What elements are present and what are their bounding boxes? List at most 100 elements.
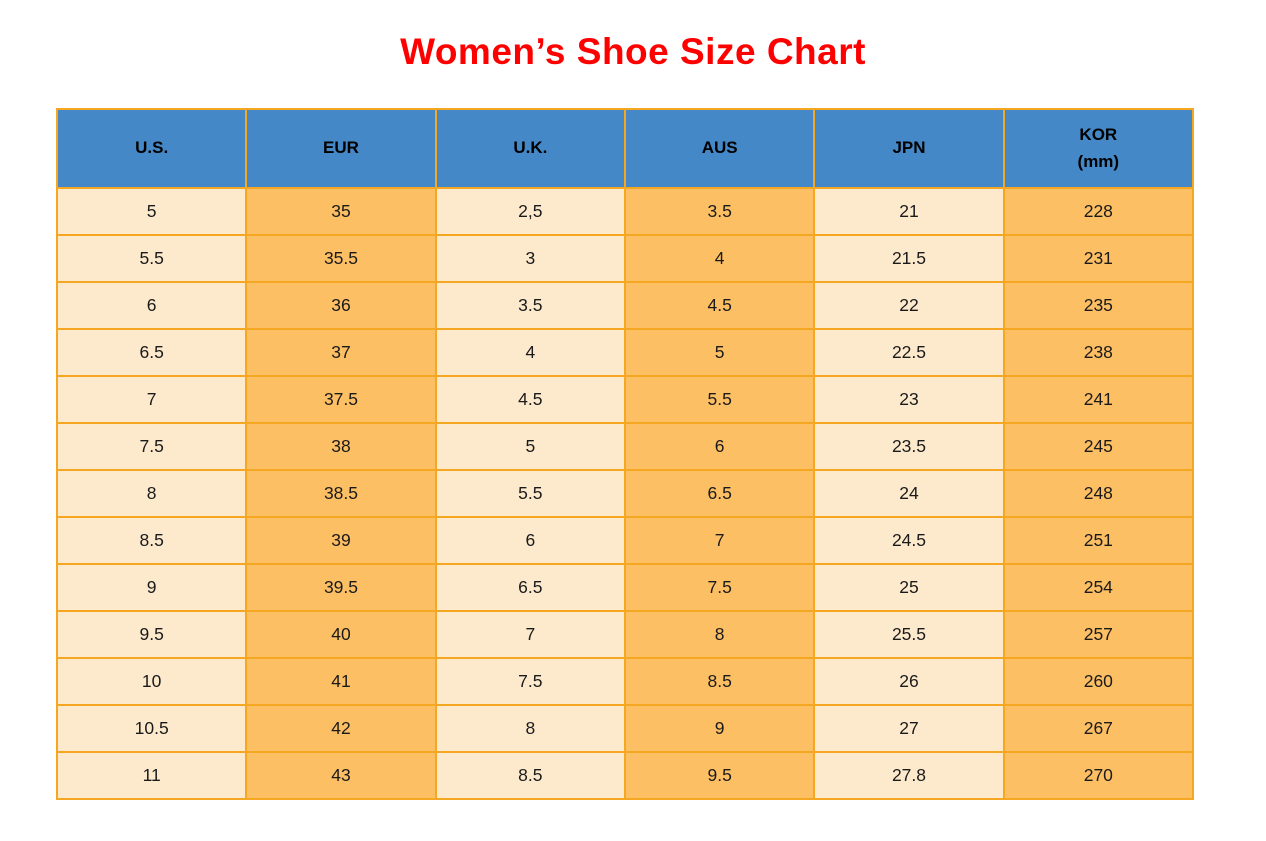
table-cell: 4 xyxy=(434,328,626,377)
table-cell: 43 xyxy=(245,751,437,800)
table-body: 5 35 2,5 3.5 21 228 5.5 35.5 3 4 21.5 231 6 36 3.5 4.5 2… xyxy=(55,187,1195,800)
table-row: 5 35 2,5 3.5 21 228 xyxy=(55,187,1195,236)
column-header-line: U.S. xyxy=(135,138,169,158)
table-cell: 6.5 xyxy=(623,469,816,518)
table-cell: 4.5 xyxy=(434,375,626,424)
table-cell: 5 xyxy=(55,187,248,236)
column-header-us: U.S. xyxy=(55,108,248,189)
table-cell: 38.5 xyxy=(245,469,437,518)
table-cell: 8.5 xyxy=(623,657,816,706)
table-cell: 40 xyxy=(245,610,437,659)
table-cell: 8.5 xyxy=(434,751,626,800)
table-cell: 27 xyxy=(813,704,1005,753)
table-cell: 8.5 xyxy=(55,516,248,565)
table-cell: 8 xyxy=(434,704,626,753)
table-cell: 24.5 xyxy=(813,516,1005,565)
table-row: 7.5 38 5 6 23.5 245 xyxy=(55,422,1195,471)
table-cell: 254 xyxy=(1002,563,1195,612)
table-cell: 257 xyxy=(1002,610,1195,659)
table-row: 9.5 40 7 8 25.5 257 xyxy=(55,610,1195,659)
table-cell: 9 xyxy=(55,563,248,612)
table-cell: 9.5 xyxy=(623,751,816,800)
column-header-aus: AUS xyxy=(623,108,816,189)
table-header: U.S. EUR U.K. AUS JPN KOR (mm) xyxy=(55,108,1195,189)
table-cell: 7 xyxy=(434,610,626,659)
table-cell: 23 xyxy=(813,375,1005,424)
table-cell: 7 xyxy=(623,516,816,565)
column-header-line: (mm) xyxy=(1077,151,1120,171)
table-row: 8 38.5 5.5 6.5 24 248 xyxy=(55,469,1195,518)
table-row: 10 41 7.5 8.5 26 260 xyxy=(55,657,1195,706)
table-cell: 5.5 xyxy=(434,469,626,518)
table-cell: 39.5 xyxy=(245,563,437,612)
table-cell: 9.5 xyxy=(55,610,248,659)
table-cell: 270 xyxy=(1002,751,1195,800)
table-cell: 6 xyxy=(434,516,626,565)
table-cell: 3.5 xyxy=(434,281,626,330)
table-header-row: U.S. EUR U.K. AUS JPN KOR (mm) xyxy=(55,108,1195,189)
table-cell: 3 xyxy=(434,234,626,283)
table-cell: 251 xyxy=(1002,516,1195,565)
table-cell: 26 xyxy=(813,657,1005,706)
table-cell: 245 xyxy=(1002,422,1195,471)
table-cell: 11 xyxy=(55,751,248,800)
table-cell: 10.5 xyxy=(55,704,248,753)
shoe-size-table: U.S. EUR U.K. AUS JPN KOR (mm) 5 35 2,5 3.5 21 228 5… xyxy=(55,108,1195,800)
table-cell: 5 xyxy=(434,422,626,471)
table-row: 6 36 3.5 4.5 22 235 xyxy=(55,281,1195,330)
table-cell: 35 xyxy=(245,187,437,236)
table-cell: 42 xyxy=(245,704,437,753)
table-cell: 267 xyxy=(1002,704,1195,753)
column-header-line: KOR xyxy=(1079,125,1118,145)
table-row: 10.5 42 8 9 27 267 xyxy=(55,704,1195,753)
column-header-jpn: JPN xyxy=(813,108,1005,189)
table-cell: 21.5 xyxy=(813,234,1005,283)
table-cell: 5.5 xyxy=(623,375,816,424)
table-cell: 22 xyxy=(813,281,1005,330)
table-cell: 23.5 xyxy=(813,422,1005,471)
table-cell: 6 xyxy=(623,422,816,471)
table-cell: 41 xyxy=(245,657,437,706)
column-header-line: AUS xyxy=(701,138,738,158)
column-header-line: JPN xyxy=(892,138,926,158)
table-cell: 6 xyxy=(55,281,248,330)
table-row: 6.5 37 4 5 22.5 238 xyxy=(55,328,1195,377)
table-cell: 37.5 xyxy=(245,375,437,424)
table-cell: 5.5 xyxy=(55,234,248,283)
table-cell: 235 xyxy=(1002,281,1195,330)
table-cell: 3.5 xyxy=(623,187,816,236)
table-cell: 8 xyxy=(623,610,816,659)
column-header-kor-mm: KOR (mm) xyxy=(1002,108,1195,189)
table-cell: 2,5 xyxy=(434,187,626,236)
table-cell: 4.5 xyxy=(623,281,816,330)
table-row: 9 39.5 6.5 7.5 25 254 xyxy=(55,563,1195,612)
table-cell: 6.5 xyxy=(434,563,626,612)
table-cell: 36 xyxy=(245,281,437,330)
table-cell: 22.5 xyxy=(813,328,1005,377)
table-cell: 5 xyxy=(623,328,816,377)
column-header-line: EUR xyxy=(323,138,359,158)
column-header-uk: U.K. xyxy=(434,108,626,189)
table-cell: 27.8 xyxy=(813,751,1005,800)
table-cell: 7.5 xyxy=(623,563,816,612)
table-cell: 4 xyxy=(623,234,816,283)
table-cell: 7.5 xyxy=(434,657,626,706)
table-cell: 248 xyxy=(1002,469,1195,518)
table-row: 11 43 8.5 9.5 27.8 270 xyxy=(55,751,1195,800)
table-cell: 7 xyxy=(55,375,248,424)
table-cell: 7.5 xyxy=(55,422,248,471)
table-cell: 24 xyxy=(813,469,1005,518)
table-cell: 228 xyxy=(1002,187,1195,236)
table-cell: 37 xyxy=(245,328,437,377)
table-cell: 21 xyxy=(813,187,1005,236)
table-cell: 25 xyxy=(813,563,1005,612)
table-cell: 39 xyxy=(245,516,437,565)
table-cell: 25.5 xyxy=(813,610,1005,659)
table-cell: 38 xyxy=(245,422,437,471)
table-cell: 35.5 xyxy=(245,234,437,283)
table-cell: 9 xyxy=(623,704,816,753)
table-cell: 238 xyxy=(1002,328,1195,377)
table-cell: 260 xyxy=(1002,657,1195,706)
column-header-line: U.K. xyxy=(513,138,548,158)
